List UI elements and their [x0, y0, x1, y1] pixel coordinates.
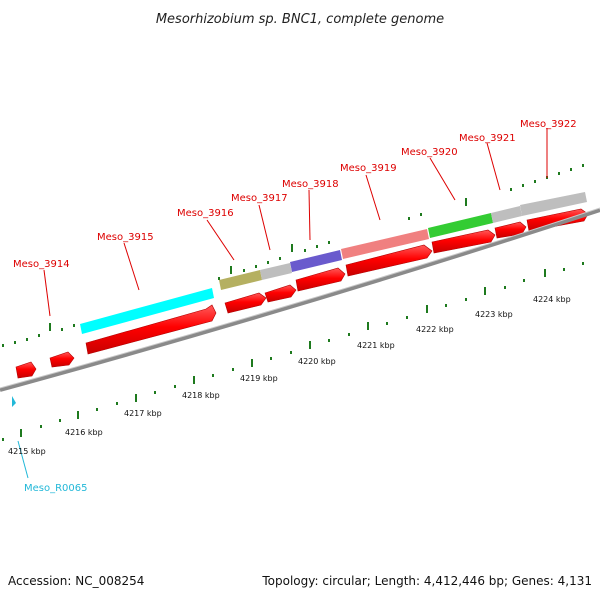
cds-meso-3914-a[interactable] [15, 361, 37, 379]
cds-meso-3915[interactable] [85, 304, 217, 355]
cds-meso-3917[interactable] [264, 284, 297, 303]
kbp-label: 4224 kbp [533, 295, 571, 304]
gene-label-meso-3918[interactable]: Meso_3918 [282, 179, 339, 190]
kbp-label: 4215 kbp [8, 447, 46, 456]
page-title: Mesorhizobium sp. BNC1, complete genome [156, 12, 444, 27]
feature-meso-3917[interactable] [260, 263, 292, 280]
cds-meso-3918[interactable] [295, 267, 346, 292]
gene-label-meso-3917[interactable]: Meso_3917 [231, 193, 288, 204]
gene-labels: Meso_3914 Meso_3915 Meso_3916 Meso_3917 … [13, 119, 577, 270]
cds-meso-3914-b[interactable] [49, 351, 75, 368]
feature-meso-3920[interactable] [428, 213, 493, 238]
genome-backbone [0, 208, 600, 392]
rna-label-meso-r0065[interactable]: Meso_R0065 [24, 483, 88, 494]
leader-lines [43, 128, 548, 317]
gene-label-meso-3914[interactable]: Meso_3914 [13, 259, 70, 270]
feature-meso-3921[interactable] [491, 206, 522, 223]
rna-meso-r0065[interactable] [12, 396, 16, 407]
accession-text: Accession: NC_008254 [8, 574, 144, 588]
cds-meso-3920[interactable] [431, 229, 496, 254]
genome-summary-text: Topology: circular; Length: 4,412,446 bp… [261, 574, 592, 588]
feature-meso-3922[interactable] [520, 192, 587, 216]
kbp-label: 4217 kbp [124, 409, 162, 418]
outer-tick-row [2, 164, 584, 347]
gene-label-meso-3915[interactable]: Meso_3915 [97, 232, 154, 243]
kbp-label: 4219 kbp [240, 374, 278, 383]
kbp-label: 4216 kbp [65, 428, 103, 437]
inner-tick-rows [2, 262, 584, 441]
gene-label-meso-3916[interactable]: Meso_3916 [177, 208, 234, 219]
gene-label-meso-3920[interactable]: Meso_3920 [401, 147, 458, 158]
kbp-label: 4223 kbp [475, 310, 513, 319]
kbp-label: 4220 kbp [298, 357, 336, 366]
feature-meso-3919[interactable] [341, 229, 429, 259]
feature-meso-3916[interactable] [219, 270, 262, 290]
feature-meso-3918[interactable] [290, 250, 342, 272]
kbp-label: 4221 kbp [357, 341, 395, 350]
feature-track [80, 192, 587, 334]
kbp-label: 4222 kbp [416, 325, 454, 334]
cds-meso-3916[interactable] [224, 292, 267, 314]
cds-meso-3922[interactable] [526, 208, 589, 232]
cds-track [15, 208, 589, 379]
kbp-label: 4218 kbp [182, 391, 220, 400]
kbp-labels: 4215 kbp 4216 kbp 4217 kbp 4218 kbp 4219… [8, 295, 571, 456]
gene-label-meso-3921[interactable]: Meso_3921 [459, 133, 516, 144]
gene-label-meso-3922[interactable]: Meso_3922 [520, 119, 577, 130]
rna-leader-line [17, 440, 29, 479]
gene-label-meso-3919[interactable]: Meso_3919 [340, 163, 397, 174]
feature-meso-3915[interactable] [80, 288, 214, 334]
cds-meso-3919[interactable] [345, 244, 433, 277]
